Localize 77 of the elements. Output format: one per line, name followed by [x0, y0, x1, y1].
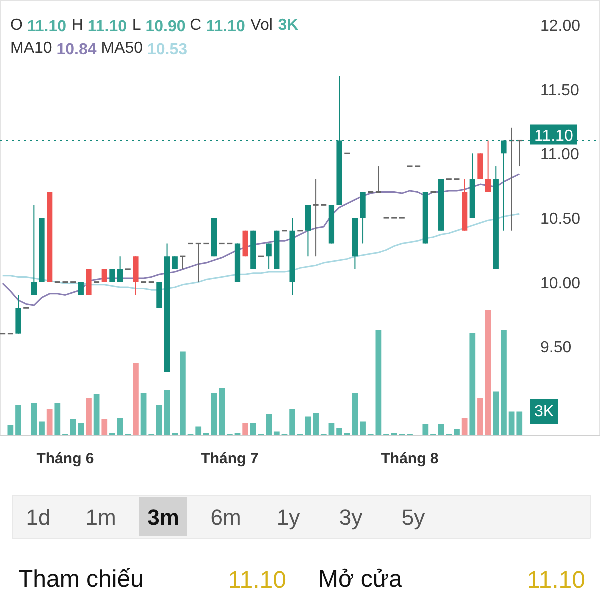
bar [516, 412, 523, 435]
bar [86, 398, 92, 435]
candlestick [102, 268, 108, 283]
y-tick-label: 12.00 [540, 18, 581, 35]
line-series [2, 213, 520, 291]
bar [196, 426, 202, 435]
category-label: 3m [148, 505, 180, 530]
bar [31, 403, 38, 435]
bar [140, 393, 147, 435]
category-label: 1y [276, 505, 300, 530]
bar [219, 388, 226, 435]
y-tick-label: 10.00 [540, 275, 581, 292]
bar [336, 428, 342, 435]
candlestick [117, 256, 124, 283]
bar [313, 413, 319, 435]
candlestick [172, 256, 178, 270]
bar [180, 352, 186, 435]
bar [290, 409, 296, 435]
bar [462, 418, 468, 435]
bar [250, 423, 256, 435]
bar [352, 393, 358, 435]
bar [493, 392, 500, 435]
category-label: 1m [86, 505, 116, 530]
bar [211, 393, 218, 435]
bar [16, 406, 22, 435]
candlestick [31, 204, 37, 296]
bar [478, 398, 484, 435]
line-series [2, 173, 520, 306]
bar [422, 424, 429, 435]
category-label: 1d [26, 505, 51, 530]
bar [360, 422, 366, 435]
text: O 11.10 H 11.10 L 10.90 C 11.10 Vol 3K [10, 17, 299, 36]
bar [46, 409, 53, 435]
annotation: MA10 10.84 MA50 10.53 [10, 40, 188, 58]
candlestick [110, 268, 116, 283]
text: 11.10 [527, 567, 586, 594]
category-label: Tham chiếu [18, 566, 144, 593]
bar [508, 412, 515, 435]
bar [164, 390, 170, 435]
y-tick-label: 9.50 [540, 340, 572, 357]
x-tick-label: Tháng 6 [36, 450, 94, 468]
y-tick-label: 11.50 [540, 82, 580, 100]
text: 11.10 [228, 567, 287, 594]
candlestick [195, 242, 202, 283]
bar [94, 394, 100, 435]
bar [485, 310, 492, 435]
candlestick [266, 243, 272, 270]
candlestick [312, 178, 320, 258]
bar [266, 414, 272, 435]
bar [242, 423, 249, 435]
category-label: 6m [210, 505, 242, 530]
ref-line-label: 11.10 [534, 128, 574, 145]
bar [8, 426, 14, 435]
bar [454, 429, 460, 435]
bar [39, 422, 45, 435]
bar [305, 416, 312, 435]
candlestick [179, 256, 186, 270]
bar [117, 418, 124, 435]
bar [376, 330, 382, 435]
x-tick-label: Tháng 8 [381, 450, 439, 468]
bar [470, 333, 476, 435]
bar [328, 423, 335, 435]
y-tick-label: 10.50 [540, 211, 581, 228]
bar [274, 432, 280, 435]
bar [156, 406, 162, 435]
category-label: Mở cửa [318, 566, 403, 593]
y-tick-label: 11.00 [540, 146, 580, 164]
candlestick [485, 140, 492, 193]
bar [501, 330, 507, 435]
category-label: 5y [402, 505, 426, 530]
text: 3K [534, 403, 554, 420]
candlestick [375, 166, 382, 194]
x-tick-label: Tháng 7 [201, 450, 259, 468]
bar [54, 403, 61, 435]
bar [102, 419, 108, 435]
category-label: 3y [339, 505, 363, 530]
bar [133, 363, 139, 435]
